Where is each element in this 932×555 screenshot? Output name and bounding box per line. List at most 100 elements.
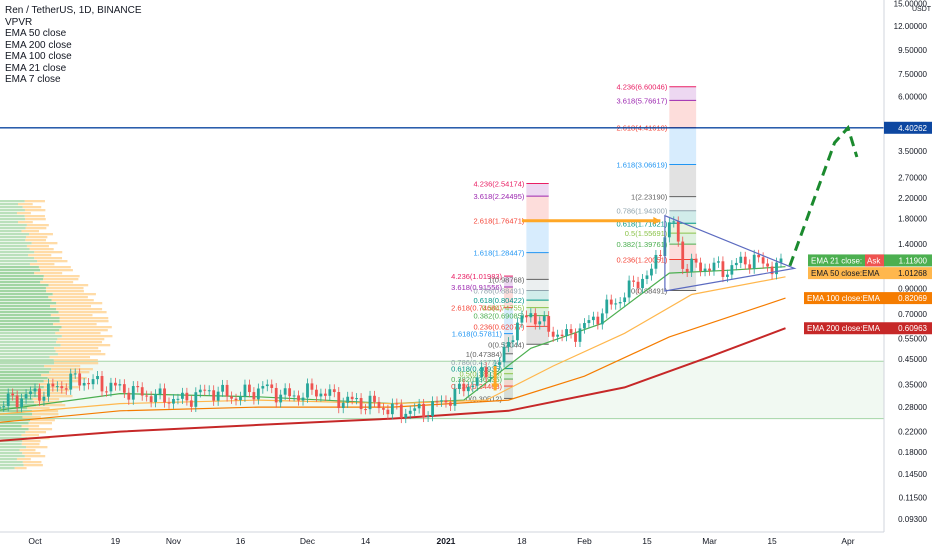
fib-level-label: 0.5(0.74755): [482, 304, 525, 313]
volume-bar-green: [0, 323, 54, 326]
fib-level-label: 1.618(3.06619): [616, 160, 667, 169]
candle-body: [55, 386, 59, 388]
fib-level-label: 4.236(6.60046): [616, 83, 667, 92]
volume-bar-orange: [39, 395, 73, 398]
volume-bar-green: [0, 269, 41, 272]
candle-body: [78, 373, 82, 386]
x-tick-label: 18: [517, 536, 527, 546]
indicator-ema21[interactable]: EMA 21 close: [5, 62, 67, 74]
indicator-ema50[interactable]: EMA 50 close: [5, 28, 67, 39]
volume-bar-green: [0, 458, 17, 461]
candle-body: [20, 398, 23, 408]
indicator-ema200[interactable]: EMA 200 close: [5, 39, 72, 51]
volume-bar-green: [0, 389, 39, 392]
candle-body: [609, 299, 613, 305]
x-tick-label: 15: [642, 536, 652, 546]
indicator-vpvr[interactable]: VPVR: [5, 16, 33, 28]
fib-level-label: 2.618(1.76471): [473, 216, 524, 225]
volume-bar-orange: [24, 455, 46, 458]
candle-body: [533, 313, 537, 325]
candle-body: [556, 334, 560, 337]
fib-level-label: 0(0.52044): [488, 340, 525, 349]
volume-bar-green: [0, 224, 27, 227]
candle-body: [203, 389, 207, 391]
ema-price-text: 0.60963: [898, 324, 927, 333]
candle-body: [457, 383, 461, 389]
volume-bar-orange: [59, 317, 109, 320]
candle-body: [440, 400, 443, 402]
y-tick-label: 12.00000: [894, 22, 928, 31]
candle-body: [699, 262, 702, 272]
volume-bar-green: [0, 236, 27, 239]
volume-bar-green: [0, 356, 50, 359]
y-tick-label: 0.55000: [898, 335, 927, 344]
candle-body: [587, 320, 591, 324]
candle-body: [511, 340, 515, 343]
candle-body: [382, 408, 385, 410]
candle-body: [140, 387, 144, 396]
volume-bar-green: [0, 410, 32, 413]
candle-body: [779, 258, 783, 263]
ask-label: Ask: [867, 256, 881, 265]
volume-bar-orange: [52, 293, 96, 296]
y-tick-label: 1.40000: [898, 240, 927, 249]
y-tick-label: 2.20000: [898, 194, 927, 203]
candle-body: [82, 382, 86, 386]
volume-bar-orange: [48, 296, 88, 299]
volume-bar-orange: [53, 359, 98, 362]
candle-body: [516, 322, 519, 341]
fib-band: [526, 220, 549, 253]
symbol-title[interactable]: Ren / TetherUS, 1D, BINANCE: [5, 5, 142, 16]
ema-label-text: EMA 21 close:: [811, 256, 862, 265]
fib-band: [526, 315, 549, 327]
volume-bar-orange: [40, 281, 74, 284]
candle-body: [212, 390, 216, 401]
candle-body: [51, 383, 55, 387]
volume-bar-orange: [34, 272, 63, 275]
candle-body: [42, 396, 46, 401]
candle-body: [274, 387, 278, 403]
x-tick-label: 16: [236, 536, 246, 546]
volume-bar-green: [0, 296, 49, 299]
volume-bar-orange: [14, 467, 27, 470]
time-axis-bg: [0, 532, 884, 550]
volume-bar-orange: [43, 380, 80, 383]
candle-body: [560, 334, 564, 337]
candle-body: [480, 367, 484, 378]
candle-body: [355, 398, 359, 400]
ema-label-ema21: EMA 21 close: 1.11900 Ask: [808, 254, 932, 267]
fib-band: [526, 183, 549, 197]
indicator-ema7[interactable]: EMA 7 close: [5, 74, 61, 85]
candles: [0, 216, 783, 424]
candle-body: [712, 262, 716, 271]
volume-bar-orange: [55, 332, 101, 335]
fib-band: [669, 223, 697, 234]
candle-body: [739, 256, 743, 263]
indicator-ema100[interactable]: EMA 100 close: [5, 51, 72, 62]
ema-price-text: 1.11900: [899, 256, 928, 265]
candle-body: [163, 388, 166, 403]
candle-body: [198, 389, 202, 393]
volume-bar-green: [0, 221, 19, 224]
volume-bar-green: [0, 218, 26, 221]
x-tick-label: 14: [361, 536, 371, 546]
volume-bar-orange: [59, 329, 108, 332]
volume-bar-green: [0, 332, 56, 335]
candle-body: [734, 262, 738, 266]
y-tick-label: 0.35000: [898, 381, 927, 390]
fib-band: [526, 300, 549, 308]
volume-bar-orange: [29, 233, 53, 236]
fib-band: [504, 287, 513, 308]
fib-level-label: 3.618(0.91556): [451, 283, 502, 292]
volume-bar-green: [0, 365, 45, 368]
volume-bar-green: [0, 419, 31, 422]
candle-body: [216, 391, 220, 401]
volume-bar-orange: [29, 248, 54, 251]
volume-bar-green: [0, 335, 62, 338]
x-tick-label: Nov: [166, 536, 182, 546]
candle-body: [172, 399, 175, 404]
candle-body: [337, 392, 341, 409]
candle-body: [239, 396, 242, 401]
